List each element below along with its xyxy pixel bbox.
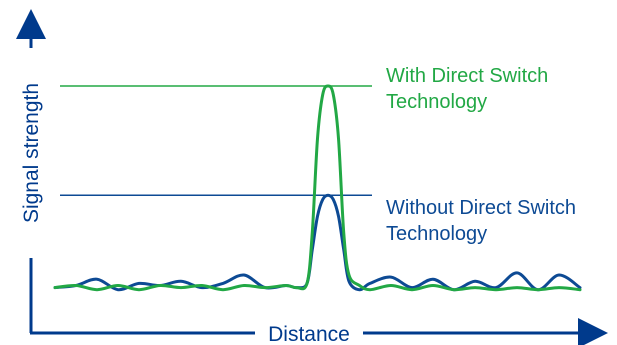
with-annotation-line-1: With Direct Switch (386, 65, 548, 87)
without-annotation: Without Direct Switch Technology (386, 197, 582, 245)
with-annotation-line-2: Technology (386, 91, 487, 113)
without-annotation-line-2: Technology (386, 223, 487, 245)
series-line-with (53, 84, 582, 292)
y-axis-title: Signal strength (20, 83, 43, 223)
with-annotation: With Direct Switch Technology (386, 65, 554, 113)
without-annotation-line-1: Without Direct Switch (386, 197, 576, 219)
series-line-without (53, 193, 582, 292)
x-axis-title: Distance (268, 323, 350, 345)
